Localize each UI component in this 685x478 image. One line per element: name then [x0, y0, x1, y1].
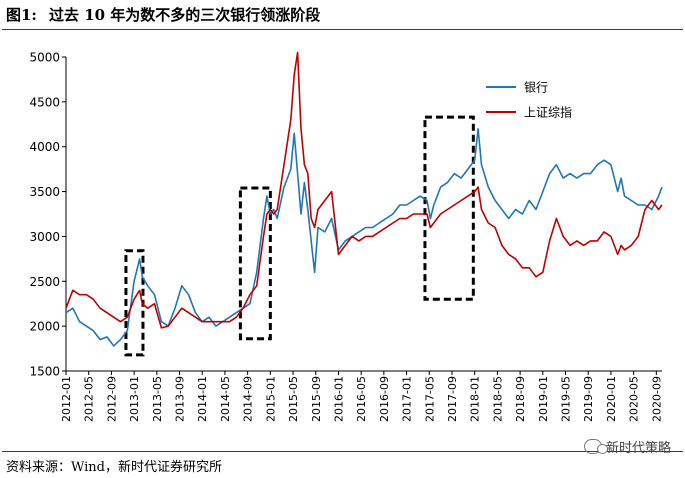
x-tick-label: 2017-01 — [401, 376, 414, 422]
x-tick-label: 2015-09 — [310, 376, 323, 422]
watermark-text: 新时代策略 — [605, 441, 671, 456]
x-tick-label: 2018-09 — [514, 376, 527, 422]
x-tick-label: 2018-01 — [469, 376, 482, 422]
line-chart: 1500 2000 2500 3000 3500 4000 4500 5000 2012-01 2… — [29, 51, 663, 422]
top-rule — [2, 29, 683, 30]
y-tick-label: 5000 — [29, 51, 60, 65]
legend-label: 上证综指 — [524, 105, 572, 120]
y-tick-label: 3000 — [29, 230, 60, 244]
x-tick-label: 2016-09 — [378, 376, 391, 422]
x-tick-label: 2019-05 — [560, 376, 573, 422]
y-tick-label: 1500 — [29, 365, 60, 379]
y-tick-label: 2000 — [29, 320, 60, 334]
highlight-box — [423, 115, 475, 301]
series-lines — [65, 51, 663, 347]
x-tick-label: 2012-01 — [60, 376, 73, 422]
x-tick-label: 2020-01 — [605, 376, 618, 422]
highlight-box — [238, 186, 272, 341]
source-note: 资料来源：Wind，新时代证券研究所 — [6, 460, 222, 475]
series-line-sse-composite — [65, 51, 663, 329]
bottom-rule — [2, 451, 683, 452]
figure-title: 图1: 过去 10 年为数不多的三次银行领涨阶段 — [6, 4, 320, 25]
x-tick-label: 2013-05 — [151, 376, 164, 422]
highlight-box — [124, 249, 145, 357]
x-tick-label: 2015-01 — [264, 376, 277, 422]
x-tick-label: 2019-09 — [582, 376, 595, 422]
x-tick-label: 2016-01 — [332, 376, 345, 422]
x-tick-label: 2014-09 — [242, 376, 255, 422]
highlight-boxes — [124, 115, 475, 357]
x-tick-label: 2013-01 — [128, 376, 141, 422]
figure-number: 图1: — [6, 6, 37, 24]
x-tick-label: 2012-09 — [105, 376, 118, 422]
x-tick-label: 2017-09 — [446, 376, 459, 422]
x-tick-label: 2012-05 — [83, 376, 96, 422]
y-tick-label: 2500 — [29, 275, 60, 289]
x-tick-label: 2020-09 — [650, 376, 663, 422]
x-tick-label: 2020-05 — [628, 376, 641, 422]
y-tick-label: 3500 — [29, 185, 60, 199]
x-tick-label: 2014-05 — [219, 376, 232, 422]
x-tick-label: 2019-01 — [537, 376, 550, 422]
x-tick-label: 2014-01 — [196, 376, 209, 422]
x-tick-label: 2018-05 — [491, 376, 504, 422]
x-tick-label: 2013-09 — [174, 376, 187, 422]
x-tick-label: 2016-05 — [355, 376, 368, 422]
watermark: 新时代策略 — [583, 437, 671, 456]
y-tick-label: 4000 — [29, 140, 60, 154]
wechat-icon — [583, 439, 608, 454]
x-tick-label: 2015-05 — [287, 376, 300, 422]
figure-title-text: 过去 10 年为数不多的三次银行领涨阶段 — [48, 6, 321, 24]
x-tick-label: 2017-05 — [423, 376, 436, 422]
legend-label: 银行 — [524, 81, 548, 95]
y-tick-label: 4500 — [29, 95, 60, 109]
chart-axes: 1500 2000 2500 3000 3500 4000 4500 5000 2012-01 2… — [29, 51, 663, 422]
